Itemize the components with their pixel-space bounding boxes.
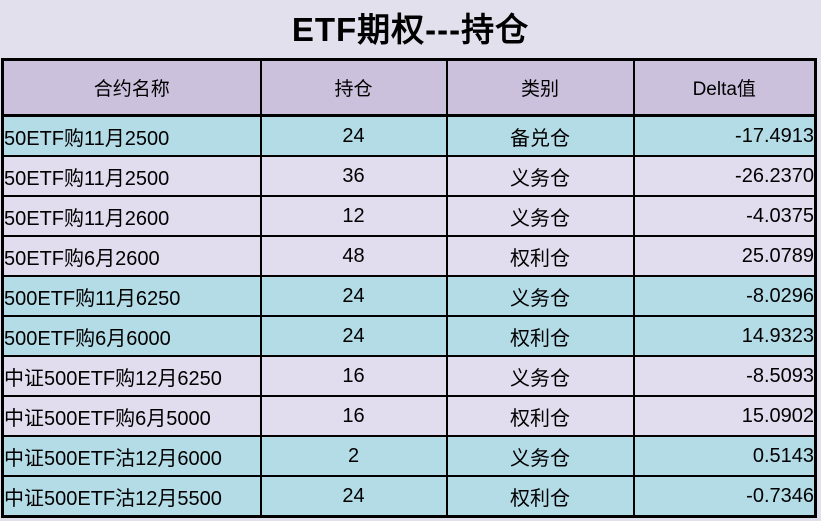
cell-position: 12: [259, 195, 448, 237]
cell-delta: -0.7346: [632, 475, 817, 518]
cell-delta: -17.4913: [632, 114, 817, 157]
table-row: 中证500ETF沽12月6000 2 义务仓 0.5143: [1, 435, 817, 477]
cell-contract-name: 50ETF购11月2500: [1, 114, 262, 157]
cell-position: 36: [259, 155, 448, 197]
cell-category: 备兑仓: [445, 114, 635, 157]
cell-category: 义务仓: [445, 195, 635, 237]
column-header-position: 持仓: [259, 58, 448, 117]
cell-contract-name: 中证500ETF沽12月6000: [1, 435, 262, 477]
table-body: 50ETF购11月2500 24 备兑仓 -17.4913 50ETF购11月2…: [1, 114, 817, 518]
cell-contract-name: 中证500ETF沽12月5500: [1, 475, 262, 518]
cell-category: 权利仓: [445, 475, 635, 518]
cell-position: 24: [259, 275, 448, 317]
cell-delta: -26.2370: [632, 155, 817, 197]
cell-delta: -8.5093: [632, 355, 817, 397]
page-title: ETF期权---持仓: [291, 10, 530, 48]
column-header-contract-name: 合约名称: [1, 58, 262, 117]
cell-category: 义务仓: [445, 355, 635, 397]
cell-delta: -4.0375: [632, 195, 817, 237]
column-header-category: 类别: [445, 58, 635, 117]
cell-position: 24: [259, 315, 448, 357]
header-row: 合约名称 持仓 类别 Delta值: [1, 58, 817, 117]
cell-contract-name: 中证500ETF购12月6250: [1, 355, 262, 397]
cell-contract-name: 500ETF购6月6000: [1, 315, 262, 357]
cell-position: 24: [259, 475, 448, 518]
cell-category: 权利仓: [445, 315, 635, 357]
table-row: 50ETF购11月2500 36 义务仓 -26.2370: [1, 155, 817, 197]
cell-contract-name: 50ETF购11月2600: [1, 195, 262, 237]
cell-delta: 25.0789: [632, 235, 817, 277]
cell-category: 权利仓: [445, 235, 635, 277]
cell-category: 义务仓: [445, 275, 635, 317]
cell-delta: 0.5143: [632, 435, 817, 477]
table-row: 50ETF购6月2600 48 权利仓 25.0789: [1, 235, 817, 277]
cell-delta: 14.9323: [632, 315, 817, 357]
table-row: 50ETF购11月2600 12 义务仓 -4.0375: [1, 195, 817, 237]
positions-table: 合约名称 持仓 类别 Delta值 50ETF购11月2500 24 备兑仓 -…: [1, 58, 817, 518]
cell-delta: 15.0902: [632, 395, 817, 437]
cell-delta: -8.0296: [632, 275, 817, 317]
table-row: 中证500ETF购6月5000 16 权利仓 15.0902: [1, 395, 817, 437]
cell-contract-name: 500ETF购11月6250: [1, 275, 262, 317]
table-row: 500ETF购11月6250 24 义务仓 -8.0296: [1, 275, 817, 317]
cell-contract-name: 50ETF购11月2500: [1, 155, 262, 197]
table-row: 50ETF购11月2500 24 备兑仓 -17.4913: [1, 114, 817, 157]
title-bar: ETF期权---持仓: [0, 0, 821, 58]
cell-contract-name: 50ETF购6月2600: [1, 235, 262, 277]
table-row: 中证500ETF购12月6250 16 义务仓 -8.5093: [1, 355, 817, 397]
table-row: 500ETF购6月6000 24 权利仓 14.9323: [1, 315, 817, 357]
column-header-delta: Delta值: [632, 58, 817, 117]
cell-category: 义务仓: [445, 155, 635, 197]
cell-contract-name: 中证500ETF购6月5000: [1, 395, 262, 437]
cell-position: 24: [259, 114, 448, 157]
cell-category: 权利仓: [445, 395, 635, 437]
cell-position: 48: [259, 235, 448, 277]
cell-position: 16: [259, 395, 448, 437]
cell-position: 16: [259, 355, 448, 397]
cell-category: 义务仓: [445, 435, 635, 477]
cell-position: 2: [259, 435, 448, 477]
table-row: 中证500ETF沽12月5500 24 权利仓 -0.7346: [1, 475, 817, 518]
table-header: 合约名称 持仓 类别 Delta值: [1, 58, 817, 117]
